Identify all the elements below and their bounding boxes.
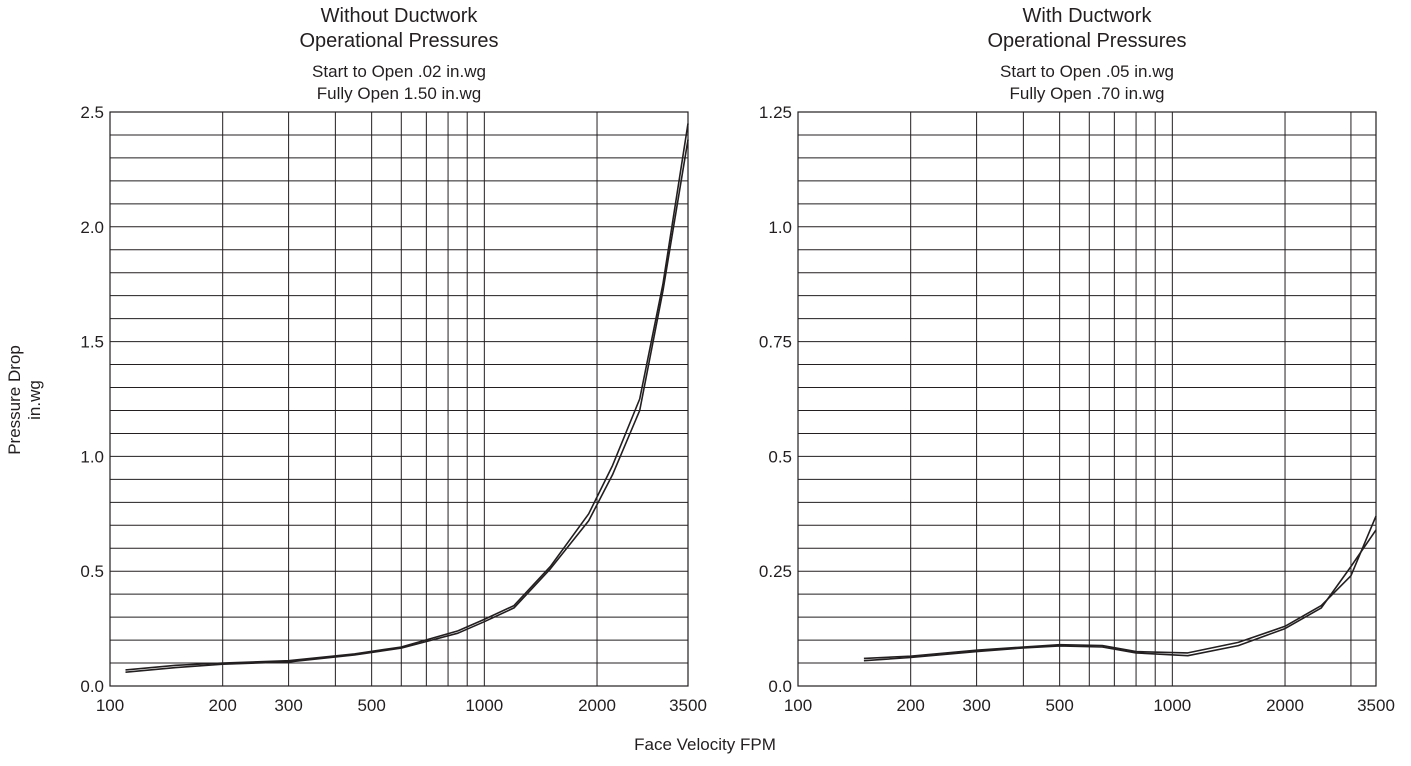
x-tick-label: 100 (784, 696, 812, 715)
x-tick-label: 200 (896, 696, 924, 715)
x-tick-label: 500 (357, 696, 385, 715)
y-tick-label: 1.25 (759, 103, 792, 122)
y-tick-label: 1.0 (80, 447, 104, 466)
y-tick-label: 1.5 (80, 333, 104, 352)
y-axis-label-line1: Pressure Drop (5, 345, 24, 455)
x-tick-label: 1000 (1153, 696, 1191, 715)
x-tick-label: 1000 (465, 696, 503, 715)
x-tick-label: 3500 (1357, 696, 1395, 715)
x-tick-label: 2000 (578, 696, 616, 715)
chart-title-line: With Ductwork (1023, 5, 1153, 27)
chart-subtitle-line: Start to Open .05 in.wg (1000, 62, 1174, 81)
series-line-2 (863, 529, 1377, 662)
x-tick-label: 2000 (1266, 696, 1304, 715)
x-tick-label: 3500 (669, 696, 707, 715)
chart-panel-with-ductwork: 0.0 0.25 0.5 0.75 1.0 1.25 100 200 300 500 1000 200… (759, 5, 1395, 715)
chart-panel-without-ductwork: 0.0 0.5 1.0 1.5 2.0 2.5 100 200 300 500 1000 2000 35… (80, 5, 707, 715)
y-tick-label: 1.0 (768, 218, 792, 237)
x-tick-label: 300 (962, 696, 990, 715)
chart-subtitle-line: Fully Open .70 in.wg (1010, 84, 1165, 103)
y-tick-label: 0.5 (80, 562, 104, 581)
x-tick-label: 100 (96, 696, 124, 715)
y-tick-label: 0.25 (759, 562, 792, 581)
y-tick-label: 0.0 (768, 677, 792, 696)
series-line-1 (125, 123, 689, 671)
chart-title-line: Without Ductwork (321, 5, 479, 27)
y-tick-label: 0.5 (768, 447, 792, 466)
y-tick-label: 0.75 (759, 333, 792, 352)
x-tick-label: 500 (1045, 696, 1073, 715)
y-tick-label: 2.0 (80, 218, 104, 237)
x-tick-label: 200 (208, 696, 236, 715)
chart-title-line: Operational Pressures (988, 30, 1187, 52)
plot-frame (797, 111, 1377, 687)
y-tick-label: 2.5 (80, 103, 104, 122)
x-axis-label: Face Velocity FPM (634, 735, 776, 754)
plot-frame (109, 111, 689, 687)
x-tick-label: 300 (274, 696, 302, 715)
chart-subtitle-line: Fully Open 1.50 in.wg (317, 84, 481, 103)
chart-title-line: Operational Pressures (300, 30, 499, 52)
series-line-1 (863, 515, 1377, 660)
chart-subtitle-line: Start to Open .02 in.wg (312, 62, 486, 81)
y-axis-label-line2: in.wg (25, 380, 44, 420)
y-tick-label: 0.0 (80, 677, 104, 696)
series-line-2 (125, 139, 689, 673)
